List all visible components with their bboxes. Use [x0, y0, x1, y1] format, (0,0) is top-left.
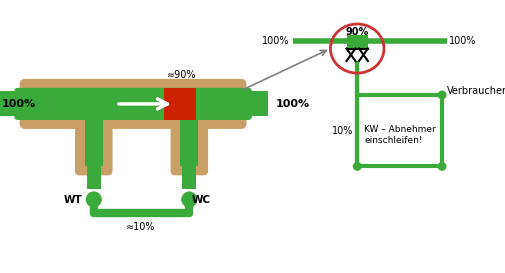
- Circle shape: [437, 162, 445, 171]
- Text: 10%: 10%: [332, 126, 353, 136]
- Text: WC: WC: [191, 195, 211, 205]
- Text: 100%: 100%: [261, 36, 289, 46]
- Text: 100%: 100%: [448, 36, 476, 46]
- Bar: [346, 35, 367, 48]
- Polygon shape: [359, 38, 365, 44]
- Text: KW – Abnehmer
einschleifen!: KW – Abnehmer einschleifen!: [364, 126, 435, 145]
- FancyBboxPatch shape: [20, 79, 246, 129]
- Text: 100%: 100%: [275, 99, 310, 109]
- Bar: [164, 88, 196, 120]
- Circle shape: [352, 162, 361, 171]
- Text: Verbraucher: Verbraucher: [445, 85, 505, 96]
- Circle shape: [437, 91, 445, 99]
- Text: 100%: 100%: [2, 99, 36, 109]
- FancyBboxPatch shape: [170, 119, 208, 175]
- FancyBboxPatch shape: [75, 119, 112, 175]
- Bar: [85, 116, 103, 167]
- Bar: [180, 116, 198, 167]
- Text: WT: WT: [63, 195, 82, 205]
- Text: ≈10%: ≈10%: [126, 222, 156, 232]
- Circle shape: [181, 191, 197, 207]
- Text: ≈90%: ≈90%: [166, 70, 195, 80]
- Bar: [182, 162, 196, 189]
- Bar: [232, 91, 267, 116]
- Bar: [0, 91, 34, 116]
- Circle shape: [85, 191, 102, 207]
- Polygon shape: [348, 38, 354, 44]
- FancyBboxPatch shape: [14, 88, 251, 120]
- Text: 90%: 90%: [345, 27, 368, 37]
- Bar: [86, 162, 100, 189]
